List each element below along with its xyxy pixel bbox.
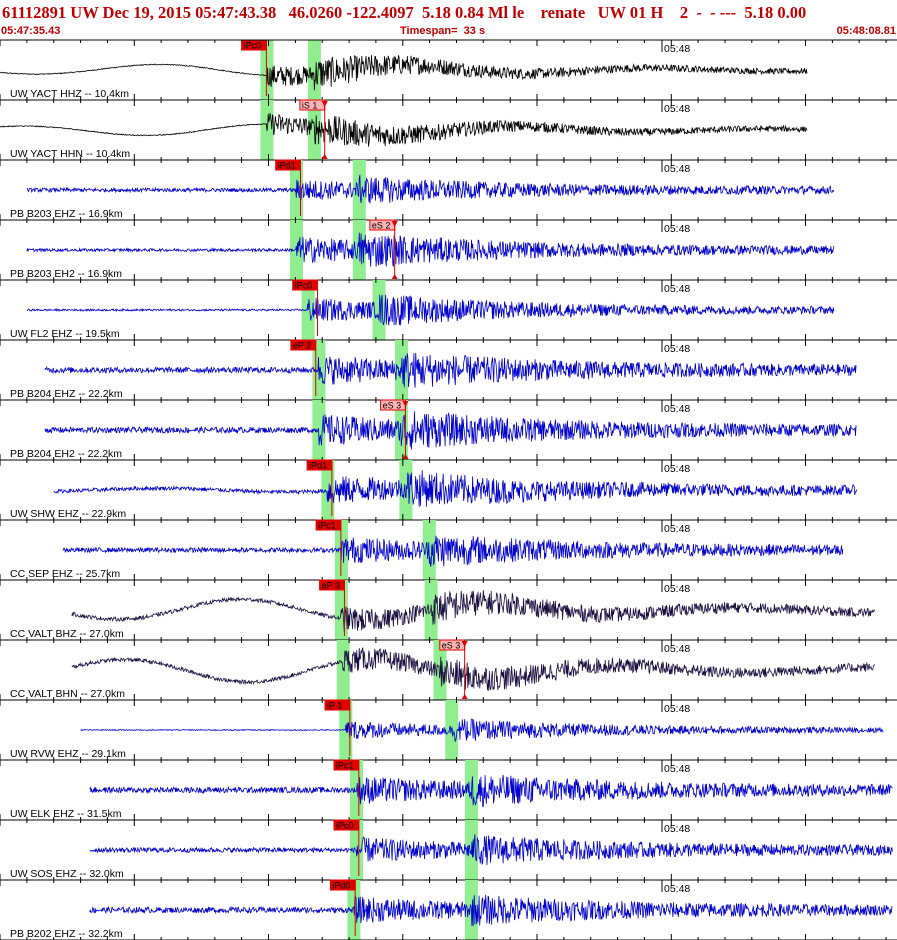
minute-label: 05:48 bbox=[664, 763, 690, 775]
waveform bbox=[26, 294, 835, 326]
station-label: UW ELK EHZ -- 31.5km bbox=[10, 808, 122, 820]
event-summary-line: 61112891 UW Dec 19, 2015 05:47:43.38 46.… bbox=[2, 3, 807, 22]
trace-row[interactable]: 05:48 iPc0 UW YACT HHZ -- 10.4km bbox=[0, 39, 897, 101]
pick-label[interactable]: iPc0 bbox=[244, 41, 262, 51]
waveform bbox=[44, 411, 857, 450]
minute-label: 05:48 bbox=[664, 103, 690, 115]
trace-row[interactable]: 05:48 iPc1 CC SEP EHZ -- 25.7km bbox=[0, 519, 897, 581]
pick-label[interactable]: iPd1 bbox=[278, 161, 296, 171]
pick-marker bbox=[402, 454, 409, 459]
station-label: PB B203 EHZ -- 16.9km bbox=[10, 208, 123, 220]
waveform bbox=[26, 232, 835, 267]
pick-label[interactable]: eS 3 bbox=[442, 641, 461, 651]
phase-window bbox=[339, 700, 353, 760]
trace-row[interactable]: 05:48 eS 2 PB B203 EH2 -- 16.9km bbox=[0, 219, 897, 281]
phase-window bbox=[321, 460, 335, 520]
trace-row[interactable]: 05:48 iPc0 UW FL2 EHZ -- 19.5km bbox=[0, 279, 897, 341]
pick-marker bbox=[402, 401, 409, 407]
pick-marker bbox=[391, 274, 398, 279]
start-time: 05:47:35.43 bbox=[1, 25, 61, 37]
timespan-label: Timespan= 33 s bbox=[400, 25, 486, 37]
minute-label: 05:48 bbox=[664, 223, 690, 235]
waveform bbox=[80, 718, 884, 742]
minute-label: 05:48 bbox=[664, 403, 690, 415]
pick-label[interactable]: eP 3 bbox=[322, 581, 340, 591]
minute-label: 05:48 bbox=[664, 283, 690, 295]
waveform bbox=[71, 590, 875, 632]
pick-marker bbox=[461, 694, 468, 699]
waveform bbox=[89, 774, 893, 808]
minute-label: 05:48 bbox=[664, 643, 690, 655]
pick-marker bbox=[321, 101, 328, 107]
phase-window bbox=[307, 40, 321, 100]
trace-row[interactable]: 05:48 eS 3 CC VALT BHN -- 27.0km bbox=[0, 639, 897, 701]
station-label: CC VALT BHN -- 27.0km bbox=[10, 688, 125, 700]
end-time: 05:48:08.81 bbox=[836, 25, 896, 37]
waveform bbox=[89, 834, 893, 866]
trace-row[interactable]: 05:48 eP 2 PB B204 EHZ -- 22.2km bbox=[0, 339, 897, 401]
station-label: PB B202 EHZ -- 32.2km bbox=[10, 928, 123, 940]
minute-label: 05:48 bbox=[664, 523, 690, 535]
minute-label: 05:48 bbox=[664, 343, 690, 355]
header: 61112891 UW Dec 19, 2015 05:47:43.38 46.… bbox=[0, 0, 897, 40]
pick-label[interactable]: iPc1 bbox=[318, 521, 336, 531]
pick-marker bbox=[321, 154, 328, 159]
pick-marker bbox=[391, 221, 398, 227]
station-label: UW SOS EHZ -- 32.0km bbox=[10, 868, 124, 880]
pick-label[interactable]: iPc0 bbox=[336, 821, 354, 831]
phase-window bbox=[350, 820, 364, 880]
pick-label[interactable]: iPc0 bbox=[295, 281, 313, 291]
minute-label: 05:48 bbox=[664, 823, 690, 835]
waveform bbox=[26, 174, 835, 204]
minute-label: 05:48 bbox=[664, 703, 690, 715]
trace-row[interactable]: 05:48 eS 3 PB B204 EH2 -- 22.2km bbox=[0, 399, 897, 461]
pick-label[interactable]: eS 3 bbox=[383, 401, 402, 411]
station-label: UW YACT HHN -- 10.4km bbox=[10, 148, 130, 160]
trace-row[interactable]: 05:48 iPd1 UW SHW EHZ -- 22.9km bbox=[0, 459, 897, 521]
station-label: CC VALT BHZ -- 27.0km bbox=[10, 628, 124, 640]
pick-label[interactable]: iP 1 bbox=[327, 701, 342, 711]
pick-label[interactable]: iPc1 bbox=[336, 761, 354, 771]
waveform bbox=[0, 54, 808, 91]
waveform bbox=[62, 535, 844, 567]
pick-label[interactable]: iS 1 bbox=[302, 101, 318, 111]
minute-label: 05:48 bbox=[664, 463, 690, 475]
station-label: CC SEP EHZ -- 25.7km bbox=[10, 568, 120, 580]
pick-marker bbox=[461, 641, 468, 647]
trace-row[interactable]: 05:48 eP 3 CC VALT BHZ -- 27.0km bbox=[0, 579, 897, 641]
station-label: PB B204 EHZ -- 22.2km bbox=[10, 388, 123, 400]
trace-row[interactable]: 05:48 iPc0 UW SOS EHZ -- 32.0km bbox=[0, 819, 897, 881]
station-label: UW FL2 EHZ -- 19.5km bbox=[10, 328, 120, 340]
phase-window bbox=[399, 460, 413, 520]
pick-label[interactable]: eP 2 bbox=[293, 341, 311, 351]
station-label: UW RVW EHZ -- 29.1km bbox=[10, 748, 126, 760]
trace-row[interactable]: 05:48 iP 1 UW RVW EHZ -- 29.1km bbox=[0, 699, 897, 761]
waveform bbox=[71, 647, 875, 691]
pick-label[interactable]: eS 2 bbox=[372, 221, 391, 231]
trace-row[interactable]: 05:48 iS 1 UW YACT HHN -- 10.4km bbox=[0, 99, 897, 161]
minute-label: 05:48 bbox=[664, 43, 690, 55]
trace-row[interactable]: 05:48 iPc1 UW ELK EHZ -- 31.5km bbox=[0, 759, 897, 821]
trace-row[interactable]: 05:48 iPd0 PB B202 EHZ -- 32.2km bbox=[0, 879, 897, 940]
phase-window bbox=[395, 400, 408, 460]
station-label: UW YACT HHZ -- 10.4km bbox=[10, 88, 129, 100]
minute-label: 05:48 bbox=[664, 883, 690, 895]
waveform bbox=[44, 352, 857, 388]
station-label: UW SHW EHZ -- 22.9km bbox=[10, 508, 126, 520]
waveform bbox=[53, 470, 857, 507]
station-label: PB B203 EH2 -- 16.9km bbox=[10, 268, 122, 280]
pick-label[interactable]: iPd1 bbox=[309, 461, 327, 471]
phase-window bbox=[301, 280, 315, 340]
station-label: PB B204 EH2 -- 22.2km bbox=[10, 448, 122, 460]
trace-row[interactable]: 05:48 iPd1 PB B203 EHZ -- 16.9km bbox=[0, 159, 897, 221]
waveform bbox=[0, 112, 808, 147]
minute-label: 05:48 bbox=[664, 583, 690, 595]
waveform bbox=[89, 894, 893, 927]
pick-label[interactable]: iPd0 bbox=[332, 881, 350, 891]
minute-label: 05:48 bbox=[664, 163, 690, 175]
